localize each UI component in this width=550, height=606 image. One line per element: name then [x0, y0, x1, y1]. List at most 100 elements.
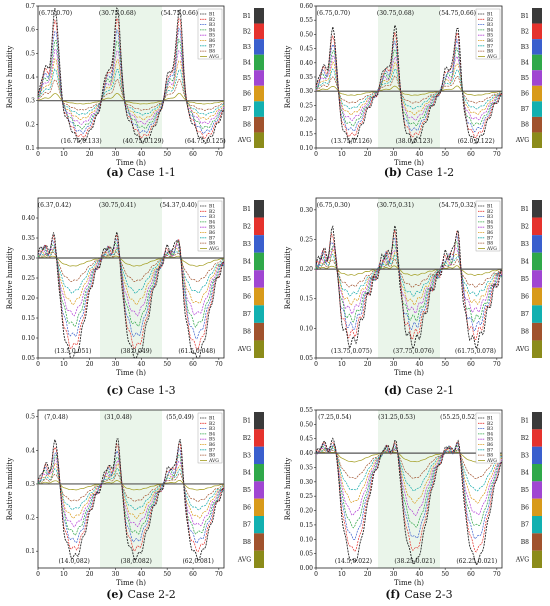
colorbar-cell — [254, 217, 264, 236]
series-line-b5 — [37, 244, 225, 317]
panel-caption-text: Case 2-3 — [404, 588, 452, 601]
x-tick-label: 50 — [441, 361, 449, 368]
colorbar-label: B7 — [521, 522, 529, 529]
y-tick-label: 0.35 — [300, 464, 314, 471]
y-tick-label: 0.25 — [22, 275, 36, 282]
y-tick-label: 0.35 — [22, 235, 36, 242]
colorbar-label: AVG — [515, 137, 529, 144]
legend-label: AVG — [208, 54, 219, 60]
panel-caption-letter: (b) — [384, 166, 406, 179]
data-point-annotation: (14.0,082) — [58, 558, 89, 565]
data-point-annotation: (38.0,0.123) — [396, 138, 433, 145]
legend-label: B7 — [487, 43, 493, 49]
shaded-day-region — [378, 410, 440, 568]
colorbar-label: B4 — [521, 59, 529, 66]
colorbar-label: B5 — [521, 276, 529, 283]
colorbar-label: B8 — [521, 539, 529, 546]
colorbar-cell — [254, 101, 264, 117]
y-tick-label: 0.25 — [300, 236, 314, 243]
data-point-annotation: (30.75,0.68) — [377, 10, 414, 17]
y-tick-label: 0.00 — [300, 565, 314, 572]
colorbar-cell — [254, 446, 264, 464]
legend-box — [475, 200, 501, 252]
series-line-b7 — [37, 468, 225, 511]
series-line-b7 — [37, 248, 225, 294]
colorbar-cell — [532, 464, 542, 482]
legend-label: B3 — [487, 214, 493, 220]
series-line-b5 — [37, 457, 225, 528]
colorbar-cell — [532, 516, 542, 534]
series-line-b2 — [315, 440, 502, 553]
colorbar-label: AVG — [515, 346, 529, 353]
legend-label: AVG — [208, 458, 219, 464]
y-tick-label: 0.4 — [25, 447, 35, 454]
series-line-b7 — [315, 68, 503, 110]
legend-label: B3 — [487, 22, 493, 28]
legend-label: B4 — [487, 219, 493, 225]
x-tick-label: 40 — [416, 361, 424, 368]
colorbar-cell — [254, 533, 264, 551]
legend-label: B8 — [209, 453, 215, 459]
y-tick-label: 0.35 — [300, 74, 314, 81]
plot-frame — [315, 409, 503, 569]
legend-label: B5 — [487, 437, 493, 443]
colorbar-label: B6 — [243, 504, 251, 511]
x-tick-label: 20 — [86, 151, 94, 158]
series-line-b7 — [37, 68, 225, 116]
colorbar-label: B1 — [521, 418, 529, 425]
x-tick-label: 30 — [390, 151, 398, 158]
y-tick-label: 0.05 — [300, 355, 314, 362]
legend-label: B2 — [487, 17, 493, 23]
chart-panel-4: 0 10 20 30 40 50 60 70 0.05 0.10 0.15 0.20 0.25 0.30 T… — [284, 197, 542, 397]
y-tick-label: 0.30 — [300, 88, 314, 95]
x-tick-label: 70 — [493, 571, 501, 578]
colorbar-cell — [254, 429, 264, 447]
x-tick-label: 60 — [467, 571, 475, 578]
data-point-annotation: (13.5,0.051) — [54, 348, 91, 355]
colorbar-cell — [532, 498, 542, 516]
series-line-b2 — [315, 32, 503, 138]
y-axis-label: Relative humidity — [6, 458, 14, 521]
legend-label: B8 — [487, 49, 493, 55]
data-point-annotation: (30.75,0.31) — [377, 202, 414, 209]
series-line-b4 — [37, 38, 225, 130]
legend-label: B6 — [209, 38, 215, 44]
colorbar-cell — [532, 340, 542, 358]
y-tick-label: 0.10 — [300, 536, 314, 543]
x-tick-label: 10 — [338, 361, 346, 368]
y-tick-label: 0.4 — [25, 74, 35, 81]
y-tick-label: 0.20 — [300, 117, 314, 124]
colorbar-cell — [254, 85, 264, 102]
colorbar-label: B2 — [243, 223, 251, 230]
colorbar-label: B5 — [521, 487, 529, 494]
y-tick-label: 0.6 — [25, 27, 35, 34]
colorbar-label: AVG — [515, 556, 529, 563]
legend-label: B4 — [487, 431, 493, 437]
data-point-annotation: (62,0.081) — [182, 558, 213, 565]
data-point-annotation: (13.75,0.126) — [331, 138, 372, 145]
data-point-annotation: (54.75,0.32) — [439, 202, 476, 209]
colorbar-label: B6 — [521, 91, 529, 98]
colorbar-label: B4 — [521, 470, 529, 477]
series-line-b5 — [37, 48, 225, 125]
colorbar-cell — [532, 481, 542, 499]
colorbar-cell — [254, 235, 264, 253]
legend-label: B5 — [487, 33, 493, 39]
y-axis-label: Relative humidity — [284, 46, 292, 109]
legend-label: B1 — [487, 204, 493, 210]
legend-box — [475, 8, 501, 60]
y-tick-label: 0.7 — [25, 3, 35, 10]
data-point-annotation: (30.75,0.68) — [99, 10, 136, 17]
chart-panel-2: 0 10 20 30 40 50 60 70 0.10 0.15 0.20 0.25 0.30 0.35 0… — [284, 3, 542, 179]
series-line-b6 — [37, 58, 225, 121]
data-point-annotation: (6.75,0.70) — [317, 10, 350, 17]
x-tick-label: 40 — [138, 151, 146, 158]
colorbar-cell — [254, 132, 264, 148]
shaded-day-region — [378, 198, 440, 358]
colorbar-cell — [532, 101, 542, 117]
colorbar-cell — [254, 23, 264, 40]
legend-label: B7 — [487, 447, 493, 453]
colorbar-cell — [532, 217, 542, 236]
x-tick-label: 50 — [163, 151, 171, 158]
x-tick-label: 20 — [364, 151, 372, 158]
